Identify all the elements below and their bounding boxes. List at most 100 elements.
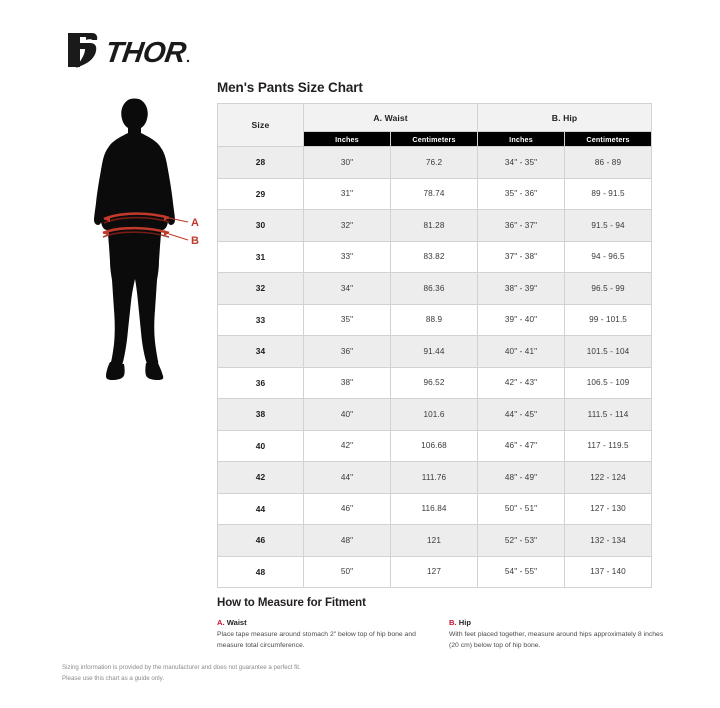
cell-size: 32	[217, 272, 304, 305]
cell-hip-inches: 36" - 37"	[477, 209, 566, 242]
cell-size: 34	[217, 335, 304, 368]
cell-waist-centimeters: 76.2	[389, 146, 479, 179]
cell-waist-centimeters: 86.36	[389, 272, 479, 305]
measure-item-hip: B. Hip With feet placed together, measur…	[449, 618, 669, 651]
cell-hip-centimeters: 99 - 101.5	[564, 303, 653, 336]
measure-item-waist-label: A. Waist	[217, 618, 437, 627]
table-row: 44 46" 116.84 50" - 51" 127 - 130	[217, 492, 653, 525]
table-header-row-units: Inches Centimeters Inches Centimeters	[218, 131, 653, 147]
table-row: 29 31" 78.74 35" - 36" 89 - 91.5	[217, 177, 653, 210]
cell-hip-centimeters: 101.5 - 104	[564, 335, 653, 368]
cell-hip-inches: 46" - 47"	[477, 429, 566, 462]
cell-size: 33	[217, 303, 304, 336]
male-silhouette-svg: A B	[94, 98, 199, 380]
cell-hip-inches: 44" - 45"	[477, 398, 566, 431]
cell-size: 40	[217, 429, 304, 462]
measure-item-hip-body: With feet placed together, measure aroun…	[449, 631, 664, 649]
cell-waist-centimeters: 121	[389, 524, 479, 557]
cell-waist-centimeters: 116.84	[389, 492, 479, 525]
cell-hip-centimeters: 122 - 124	[564, 461, 653, 494]
cell-hip-inches: 54" - 55"	[477, 555, 566, 588]
header-hip-centimeters: Centimeters	[564, 131, 653, 147]
cell-waist-inches: 44"	[303, 461, 391, 494]
measure-item-waist-name: Waist	[226, 618, 247, 627]
cell-waist-inches: 50"	[303, 555, 391, 588]
cell-hip-inches: 37" - 38"	[477, 240, 566, 273]
measure-item-waist: A. Waist Place tape measure around stoma…	[217, 618, 437, 651]
cell-size: 28	[217, 146, 304, 179]
svg-text:THOR: THOR	[103, 37, 188, 69]
cell-hip-centimeters: 132 - 134	[564, 524, 653, 557]
cell-waist-centimeters: 101.6	[389, 398, 479, 431]
table-row: 36 38" 96.52 42" - 43" 106.5 - 109	[217, 366, 653, 399]
measure-item-hip-label: B. Hip	[449, 618, 669, 627]
cell-waist-inches: 33"	[303, 240, 391, 273]
cell-size: 48	[217, 555, 304, 588]
thor-helmet-icon: THOR	[68, 33, 190, 69]
how-to-measure-heading: How to Measure for Fitment	[217, 597, 366, 609]
cell-hip-inches: 38" - 39"	[477, 272, 566, 305]
cell-hip-inches: 42" - 43"	[477, 366, 566, 399]
cell-hip-centimeters: 106.5 - 109	[564, 366, 653, 399]
cell-size: 42	[217, 461, 304, 494]
table-row: 40 42" 106.68 46" - 47" 117 - 119.5	[217, 429, 653, 462]
how-to-measure-section: How to Measure for Fitment A. Waist Plac…	[217, 597, 669, 651]
header-waist-centimeters: Centimeters	[389, 131, 479, 147]
disclaimer-note: Sizing information is provided by the ma…	[62, 663, 482, 685]
cell-waist-centimeters: 78.74	[389, 177, 479, 210]
table-body: 28 30" 76.2 34" - 35" 86 - 89 29 31" 78.74 35" -…	[217, 146, 653, 588]
cell-waist-centimeters: 96.52	[389, 366, 479, 399]
silhouette-shape	[94, 98, 175, 380]
cell-hip-centimeters: 86 - 89	[564, 146, 653, 179]
cell-hip-inches: 50" - 51"	[477, 492, 566, 525]
cell-waist-inches: 34"	[303, 272, 391, 305]
header-waist-inches: Inches	[303, 131, 391, 147]
cell-waist-centimeters: 127	[389, 555, 479, 588]
cell-waist-centimeters: 91.44	[389, 335, 479, 368]
measure-item-waist-letter: A.	[217, 618, 225, 627]
cell-waist-inches: 48"	[303, 524, 391, 557]
table-row: 32 34" 86.36 38" - 39" 96.5 - 99	[217, 272, 653, 305]
size-chart-table: Size A. Waist B. Hip Inches Centimeters …	[217, 103, 653, 588]
table-row: 48 50" 127 54" - 55" 137 - 140	[217, 555, 653, 588]
cell-hip-centimeters: 117 - 119.5	[564, 429, 653, 462]
brand-logo: THOR	[62, 27, 192, 73]
cell-hip-centimeters: 94 - 96.5	[564, 240, 653, 273]
table-row: 38 40" 101.6 44" - 45" 111.5 - 114	[217, 398, 653, 431]
measure-item-hip-letter: B.	[449, 618, 457, 627]
table-row: 31 33" 83.82 37" - 38" 94 - 96.5	[217, 240, 653, 273]
page-title: Men's Pants Size Chart	[217, 80, 363, 95]
cell-size: 44	[217, 492, 304, 525]
cell-waist-inches: 35"	[303, 303, 391, 336]
cell-waist-inches: 32"	[303, 209, 391, 242]
cell-size: 36	[217, 366, 304, 399]
cell-waist-centimeters: 88.9	[389, 303, 479, 336]
hip-band-marker	[102, 226, 189, 241]
cell-hip-inches: 35" - 36"	[477, 177, 566, 210]
cell-size: 29	[217, 177, 304, 210]
cell-waist-inches: 40"	[303, 398, 391, 431]
cell-waist-centimeters: 106.68	[389, 429, 479, 462]
waist-band-marker	[103, 212, 189, 224]
cell-size: 31	[217, 240, 304, 273]
marker-label-b: B	[191, 235, 199, 247]
cell-waist-inches: 30"	[303, 146, 391, 179]
cell-hip-centimeters: 127 - 130	[564, 492, 653, 525]
measure-item-hip-name: Hip	[458, 618, 471, 627]
cell-hip-centimeters: 96.5 - 99	[564, 272, 653, 305]
cell-waist-inches: 36"	[303, 335, 391, 368]
cell-waist-inches: 38"	[303, 366, 391, 399]
marker-label-a: A	[191, 217, 199, 229]
cell-waist-inches: 46"	[303, 492, 391, 525]
header-size: Size	[217, 103, 304, 147]
measure-item-waist-body: Place tape measure around stomach 2" bel…	[217, 631, 416, 649]
table-row: 42 44" 111.76 48" - 49" 122 - 124	[217, 461, 653, 494]
table-row: 33 35" 88.9 39" - 40" 99 - 101.5	[217, 303, 653, 336]
how-to-measure-columns: A. Waist Place tape measure around stoma…	[217, 618, 669, 651]
cell-size: 38	[217, 398, 304, 431]
cell-waist-centimeters: 81.28	[389, 209, 479, 242]
cell-waist-centimeters: 83.82	[389, 240, 479, 273]
table-row: 30 32" 81.28 36" - 37" 91.5 - 94	[217, 209, 653, 242]
header-group-waist: A. Waist	[302, 103, 479, 132]
cell-hip-inches: 34" - 35"	[477, 146, 566, 179]
